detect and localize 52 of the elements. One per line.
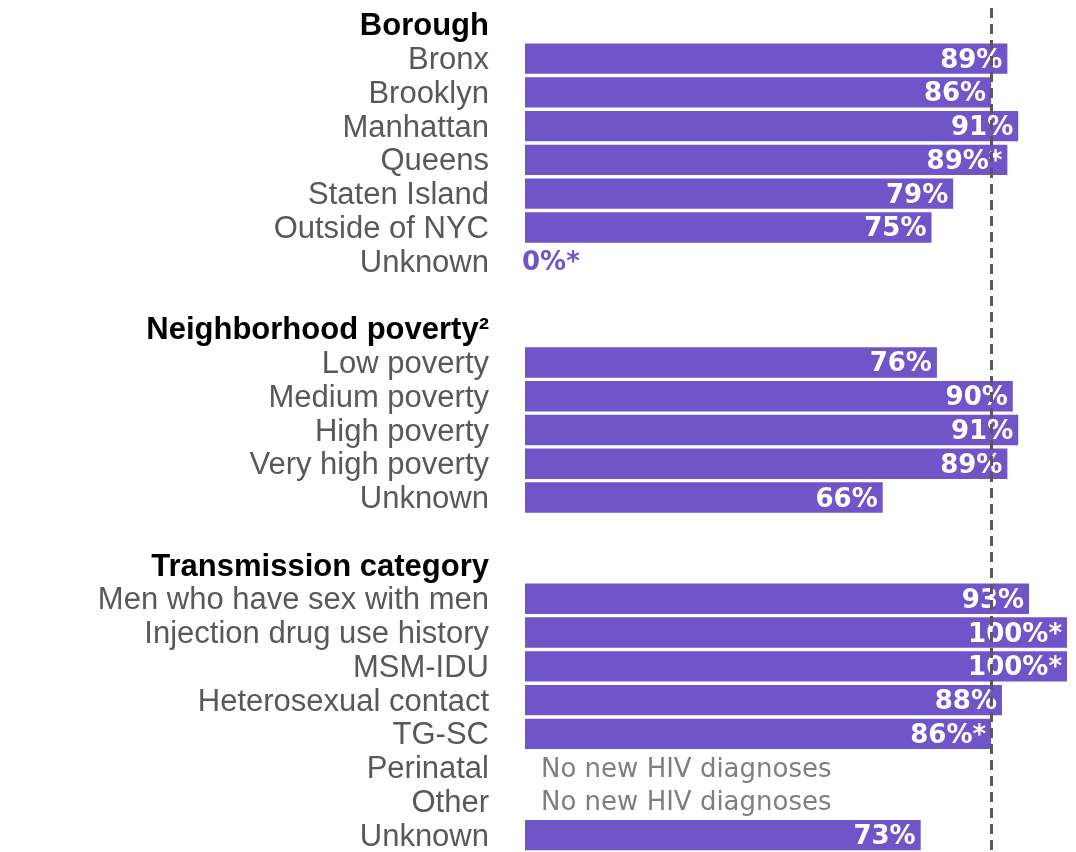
data-label: 90% (945, 381, 1008, 412)
data-label: 89%* (926, 144, 1003, 175)
bar (525, 617, 1067, 648)
data-label: 75% (864, 212, 927, 243)
data-label: 79% (885, 178, 949, 209)
data-label: 73% (853, 820, 916, 851)
bar (525, 684, 1002, 716)
bar (525, 381, 1013, 412)
y-tick-label: Unknown (359, 817, 489, 852)
data-label: 76% (869, 347, 932, 378)
data-label: 86% (923, 77, 987, 108)
y-tick-label: Bronx (408, 41, 490, 77)
y-tick-label: TG-SC (392, 716, 489, 752)
bar (525, 718, 992, 750)
y-tick-label: Borough (359, 7, 489, 43)
data-label: 100%* (968, 651, 1063, 682)
text: No new HIV diagnoses (541, 786, 832, 817)
data-label: 91% (950, 111, 1014, 142)
y-tick-label: Unknown (359, 243, 489, 279)
bar (525, 448, 1008, 479)
y-tick-label: Injection drug use history (144, 615, 490, 651)
bar (525, 651, 1067, 682)
y-tick-label: Unknown (359, 480, 489, 516)
bar (525, 347, 937, 378)
data-label: 66% (815, 482, 878, 513)
y-tick-label: Other (411, 783, 489, 819)
data-label: 89% (940, 43, 1003, 74)
data-label: 91% (950, 415, 1014, 445)
bar (525, 414, 1019, 446)
y-tick-label: Queens (380, 142, 489, 178)
bar (525, 178, 954, 209)
bar (525, 144, 1008, 176)
data-label: 100%* (968, 617, 1063, 648)
y-tick-label: Transmission category (151, 547, 490, 583)
bar (525, 819, 921, 851)
bar (525, 43, 1008, 74)
bar (525, 482, 883, 513)
y-tick-label: Neighborhood poverty² (146, 311, 489, 347)
data-label: 0%* (522, 246, 581, 277)
text: No new HIV diagnoses (541, 752, 832, 783)
y-tick-label: Brooklyn (368, 74, 489, 110)
y-tick-label: Staten Island (308, 176, 489, 212)
bar (525, 212, 932, 243)
y-tick-label: Perinatal (366, 750, 489, 786)
bar (525, 77, 992, 108)
y-tick-label: Outside of NYC (273, 209, 489, 245)
bar (525, 583, 1030, 614)
data-label: 88% (934, 685, 997, 716)
y-tick-label: Heterosexual contact (197, 682, 490, 718)
data-label: 86%* (910, 718, 987, 749)
bar (525, 110, 1019, 142)
data-label: 89% (940, 448, 1003, 479)
